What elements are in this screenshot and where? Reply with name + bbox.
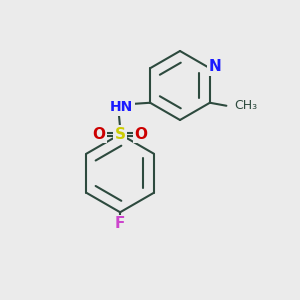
Text: N: N	[209, 59, 222, 74]
Text: S: S	[115, 127, 126, 142]
Text: O: O	[135, 127, 148, 142]
Text: F: F	[115, 216, 125, 231]
Text: F: F	[115, 216, 125, 231]
Text: O: O	[93, 127, 106, 142]
Text: O: O	[93, 127, 106, 142]
Text: N: N	[209, 59, 222, 74]
Text: S: S	[114, 125, 126, 143]
Text: CH₃: CH₃	[234, 99, 257, 112]
Text: HN: HN	[110, 100, 133, 114]
Text: O: O	[135, 127, 148, 142]
Text: HN: HN	[110, 100, 133, 114]
